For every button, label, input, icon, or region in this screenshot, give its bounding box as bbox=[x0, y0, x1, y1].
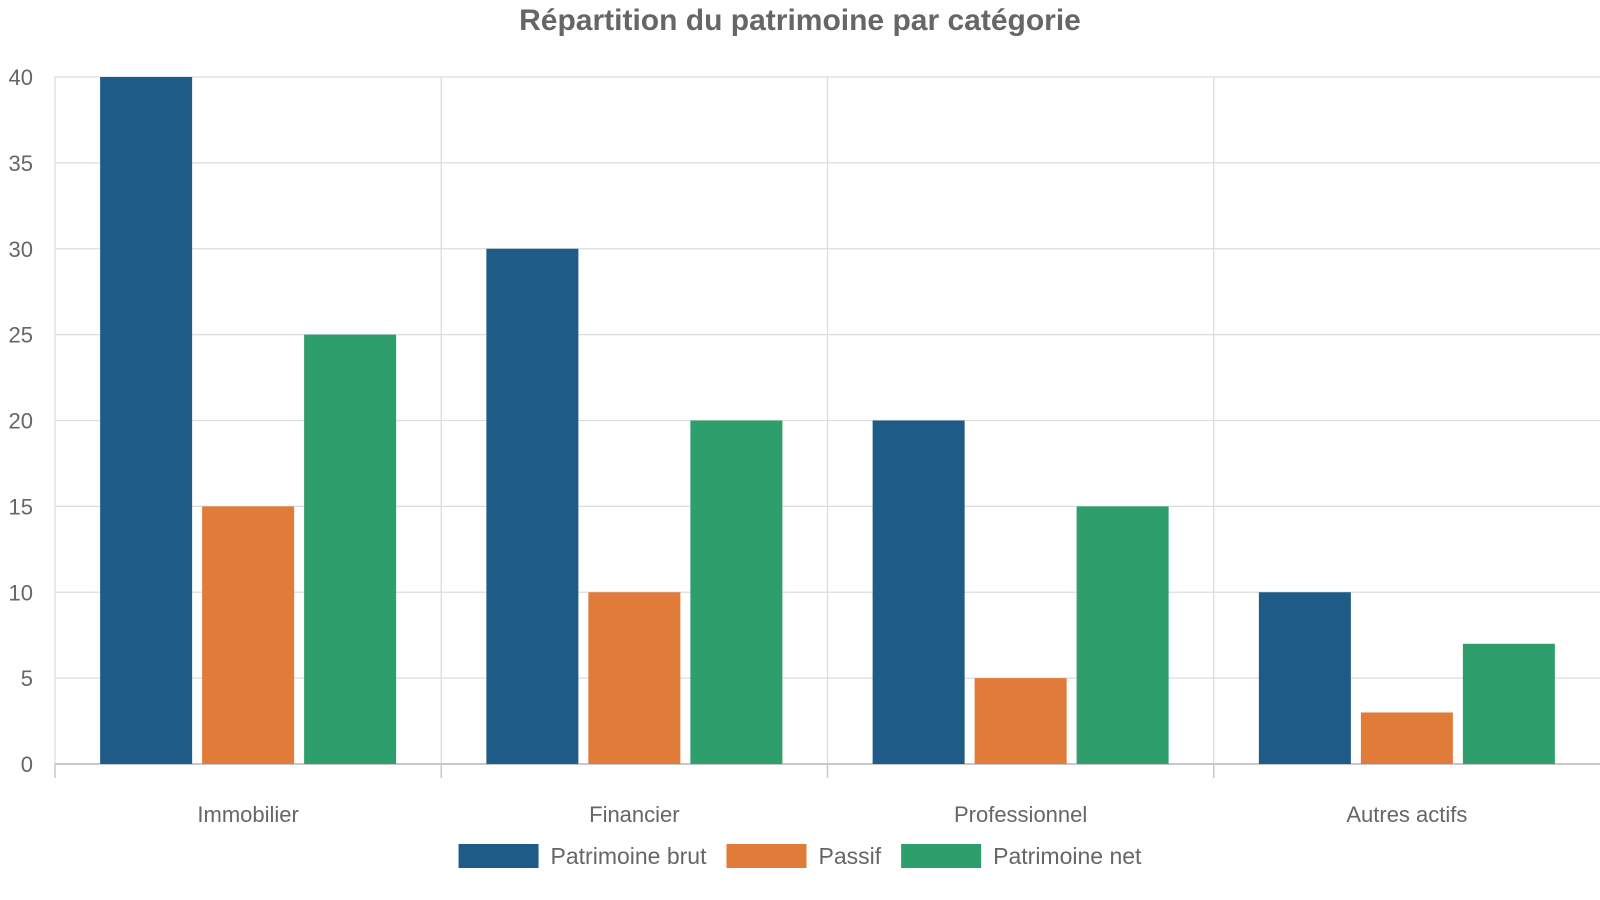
y-tick-label: 30 bbox=[9, 237, 33, 262]
legend-label: Patrimoine brut bbox=[551, 843, 708, 869]
bars bbox=[100, 77, 1555, 764]
legend-label: Passif bbox=[819, 843, 882, 869]
bar bbox=[202, 506, 295, 764]
legend-swatch bbox=[726, 844, 807, 868]
chart-title: Répartition du patrimoine par catégorie bbox=[519, 4, 1081, 37]
tick-labels: 0 5 10 15 20 25 30 35 40 Immobilier Financier Profe… bbox=[9, 65, 1468, 827]
bar bbox=[872, 420, 965, 764]
bar bbox=[1462, 643, 1555, 764]
bar bbox=[304, 334, 397, 764]
bar bbox=[1258, 592, 1351, 764]
bar bbox=[1360, 712, 1453, 764]
legend: Patrimoine brut Passif Patrimoine net bbox=[458, 843, 1142, 869]
y-tick-label: 0 bbox=[21, 752, 33, 777]
x-tick-label: Professionnel bbox=[954, 802, 1087, 827]
bar bbox=[974, 678, 1067, 764]
legend-swatch bbox=[901, 844, 982, 868]
bar bbox=[1076, 506, 1169, 764]
bar bbox=[486, 248, 579, 764]
y-tick-label: 25 bbox=[9, 323, 33, 348]
y-tick-label: 20 bbox=[9, 409, 33, 434]
legend-swatch bbox=[458, 844, 539, 868]
y-tick-label: 40 bbox=[9, 65, 33, 90]
x-tick-label: Immobilier bbox=[197, 802, 298, 827]
y-tick-label: 35 bbox=[9, 151, 33, 176]
x-tick-label: Financier bbox=[589, 802, 679, 827]
y-tick-label: 15 bbox=[9, 494, 33, 519]
y-tick-label: 5 bbox=[21, 666, 33, 691]
bar bbox=[100, 77, 193, 764]
legend-label: Patrimoine net bbox=[993, 843, 1142, 869]
bar bbox=[690, 420, 783, 764]
y-tick-label: 10 bbox=[9, 580, 33, 605]
x-tick-label: Autres actifs bbox=[1346, 802, 1467, 827]
axes bbox=[54, 763, 1600, 778]
bar bbox=[588, 592, 681, 764]
